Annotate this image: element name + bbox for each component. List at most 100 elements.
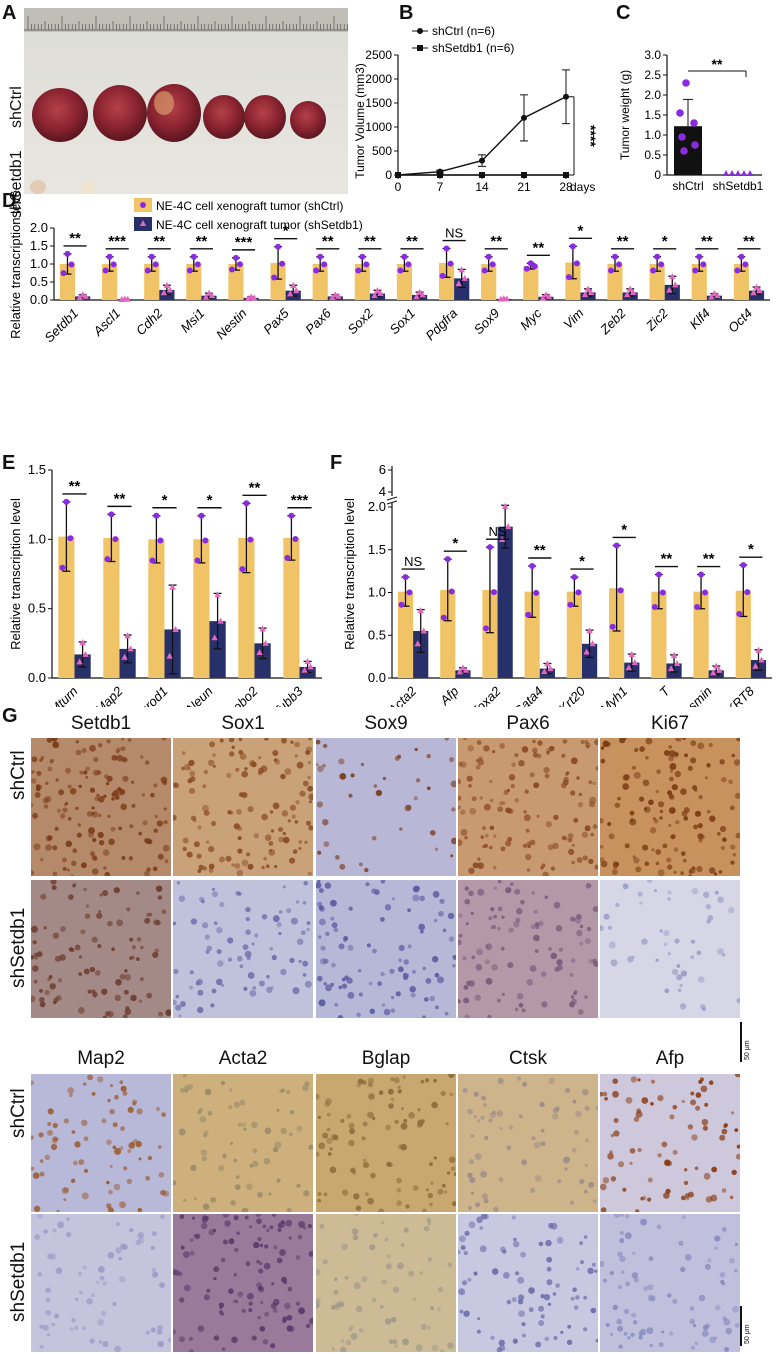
cell-nucleus xyxy=(71,860,77,866)
cell-nucleus xyxy=(188,1336,193,1341)
data-point-shsetdb1 xyxy=(290,282,297,289)
y-tick-label-upper: 4 xyxy=(379,484,386,499)
cell-nucleus xyxy=(518,760,525,767)
cell-nucleus xyxy=(173,999,177,1006)
cell-nucleus xyxy=(507,962,514,969)
cell-nucleus xyxy=(348,1122,355,1129)
cell-nucleus xyxy=(707,915,714,921)
y-tick-label: 0.5 xyxy=(28,601,46,616)
cell-nucleus xyxy=(151,1231,157,1237)
cell-nucleus xyxy=(723,1124,727,1129)
cell-nucleus xyxy=(422,966,426,971)
data-point-shsetdb1 xyxy=(708,293,715,300)
data-point-shsetdb1 xyxy=(82,292,89,299)
cell-nucleus xyxy=(662,843,668,849)
cell-nucleus xyxy=(618,1285,623,1289)
data-point-shsetdb1 xyxy=(244,294,252,301)
ihc-tile-sox9-shctrl xyxy=(316,738,456,876)
cell-nucleus xyxy=(270,986,274,990)
cell-nucleus xyxy=(173,783,178,787)
cell-nucleus xyxy=(264,1127,272,1135)
cell-nucleus xyxy=(63,1187,69,1193)
cell-nucleus xyxy=(31,802,34,808)
cell-nucleus xyxy=(728,779,733,785)
x-tick-label: 7 xyxy=(437,180,444,194)
cell-nucleus xyxy=(340,1346,347,1352)
data-point-shctrl xyxy=(692,267,699,274)
category-label: Myc xyxy=(517,305,545,333)
data-point-shctrl xyxy=(157,537,164,544)
cell-nucleus xyxy=(49,759,54,764)
data-point-shsetdb1 xyxy=(710,669,717,676)
cell-nucleus xyxy=(617,1325,624,1332)
cell-nucleus xyxy=(669,769,673,773)
cell-nucleus xyxy=(302,901,307,905)
cell-nucleus xyxy=(591,1262,596,1267)
cell-nucleus xyxy=(546,1266,552,1272)
cell-nucleus xyxy=(258,980,265,987)
tumor-6 xyxy=(290,101,326,139)
cell-nucleus xyxy=(515,917,521,923)
significance-label: * xyxy=(578,222,584,239)
cell-nucleus xyxy=(540,866,544,870)
cell-nucleus xyxy=(158,1011,163,1017)
cell-nucleus xyxy=(196,853,202,859)
cell-nucleus xyxy=(161,738,167,741)
cell-nucleus xyxy=(113,887,120,894)
cell-nucleus xyxy=(528,1287,535,1294)
point-shsetdb1 xyxy=(395,172,401,178)
cell-nucleus xyxy=(477,857,481,861)
significance-label: * xyxy=(162,492,168,509)
cell-nucleus xyxy=(569,916,575,922)
cell-nucleus xyxy=(261,914,268,920)
data-point-shctrl xyxy=(275,243,282,250)
cell-nucleus xyxy=(609,1271,614,1276)
scale-bar-bottom: 50 μm xyxy=(740,1306,756,1348)
cell-nucleus xyxy=(363,1158,367,1163)
data-point-shctrl xyxy=(529,562,536,569)
cell-nucleus xyxy=(706,809,711,814)
cell-nucleus xyxy=(498,1177,504,1182)
cell-nucleus xyxy=(271,1214,277,1217)
cell-nucleus xyxy=(725,1327,732,1335)
cell-nucleus xyxy=(658,801,665,808)
cell-nucleus xyxy=(164,859,169,864)
data-point-shsetdb1 xyxy=(497,295,505,302)
cell-nucleus xyxy=(47,766,53,772)
cell-nucleus xyxy=(116,750,120,754)
cell-nucleus xyxy=(188,1349,194,1352)
ihc-tile-afp-shctrl xyxy=(600,1074,740,1212)
cell-nucleus xyxy=(735,832,740,839)
y-tick-label: 1000 xyxy=(365,120,392,134)
data-point-shsetdb1 xyxy=(307,663,314,670)
cell-nucleus xyxy=(316,1151,320,1157)
cell-nucleus xyxy=(353,1282,361,1290)
cell-nucleus xyxy=(83,1082,87,1086)
cell-nucleus xyxy=(524,789,529,794)
cell-nucleus xyxy=(450,854,454,858)
cell-nucleus xyxy=(131,803,136,808)
cell-nucleus xyxy=(397,1262,404,1270)
cell-nucleus xyxy=(179,1297,185,1303)
cell-nucleus xyxy=(380,917,385,922)
cell-nucleus xyxy=(362,1121,368,1127)
cell-nucleus xyxy=(522,843,528,848)
cell-nucleus xyxy=(688,874,692,876)
cell-nucleus xyxy=(570,1200,574,1205)
cell-nucleus xyxy=(400,1107,404,1111)
cell-nucleus xyxy=(482,1103,488,1108)
cell-nucleus xyxy=(107,1098,111,1103)
point-shctrl xyxy=(678,133,686,141)
cell-nucleus xyxy=(721,953,726,957)
cell-nucleus xyxy=(239,792,244,797)
cell-nucleus xyxy=(493,834,497,838)
cell-nucleus xyxy=(286,1314,293,1321)
cell-nucleus xyxy=(145,1330,151,1335)
cell-nucleus xyxy=(584,995,588,999)
cell-nucleus xyxy=(476,740,482,745)
cell-nucleus xyxy=(52,871,58,876)
cell-nucleus xyxy=(81,1119,88,1126)
data-point-shctrl xyxy=(194,261,201,268)
cell-nucleus xyxy=(633,771,641,779)
cell-nucleus xyxy=(704,1263,711,1270)
